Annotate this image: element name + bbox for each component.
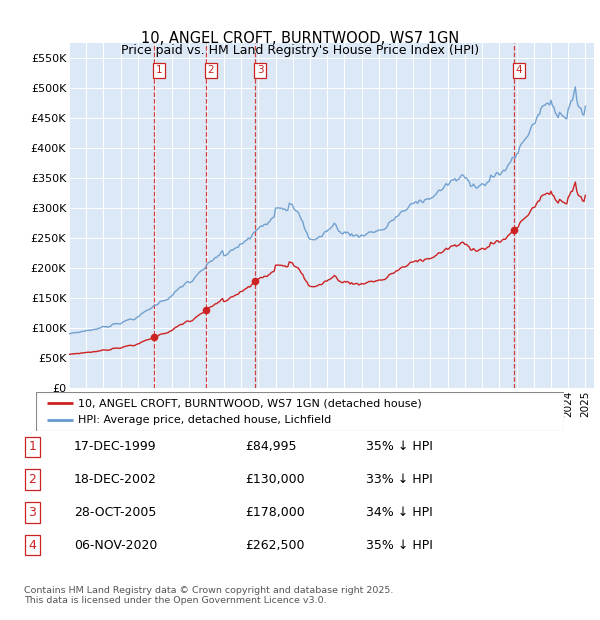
Point <box>201 305 211 315</box>
Point <box>149 332 159 342</box>
Text: 1: 1 <box>156 65 163 75</box>
FancyBboxPatch shape <box>36 392 564 431</box>
Text: £84,995: £84,995 <box>245 440 296 453</box>
Text: 33% ↓ HPI: 33% ↓ HPI <box>366 473 433 486</box>
Text: 10, ANGEL CROFT, BURNTWOOD, WS7 1GN: 10, ANGEL CROFT, BURNTWOOD, WS7 1GN <box>141 31 459 46</box>
Text: 35% ↓ HPI: 35% ↓ HPI <box>366 440 433 453</box>
Text: 2: 2 <box>208 65 214 75</box>
Text: 35% ↓ HPI: 35% ↓ HPI <box>366 539 433 552</box>
Point <box>250 276 260 286</box>
Text: 06-NOV-2020: 06-NOV-2020 <box>74 539 157 552</box>
Text: 4: 4 <box>28 539 36 552</box>
Text: £262,500: £262,500 <box>245 539 304 552</box>
Text: 3: 3 <box>257 65 263 75</box>
Text: 17-DEC-1999: 17-DEC-1999 <box>74 440 157 453</box>
Text: 18-DEC-2002: 18-DEC-2002 <box>74 473 157 486</box>
Text: 2: 2 <box>28 473 36 486</box>
Text: £178,000: £178,000 <box>245 506 305 519</box>
Text: HPI: Average price, detached house, Lichfield: HPI: Average price, detached house, Lich… <box>78 415 331 425</box>
Text: 28-OCT-2005: 28-OCT-2005 <box>74 506 156 519</box>
Text: Contains HM Land Registry data © Crown copyright and database right 2025.
This d: Contains HM Land Registry data © Crown c… <box>24 586 394 605</box>
Text: 1: 1 <box>28 440 36 453</box>
Text: £130,000: £130,000 <box>245 473 304 486</box>
Text: 10, ANGEL CROFT, BURNTWOOD, WS7 1GN (detached house): 10, ANGEL CROFT, BURNTWOOD, WS7 1GN (det… <box>78 398 422 408</box>
Text: 3: 3 <box>28 506 36 519</box>
Text: 4: 4 <box>515 65 523 75</box>
Point <box>509 226 519 236</box>
Text: Price paid vs. HM Land Registry's House Price Index (HPI): Price paid vs. HM Land Registry's House … <box>121 45 479 57</box>
Text: 34% ↓ HPI: 34% ↓ HPI <box>366 506 433 519</box>
